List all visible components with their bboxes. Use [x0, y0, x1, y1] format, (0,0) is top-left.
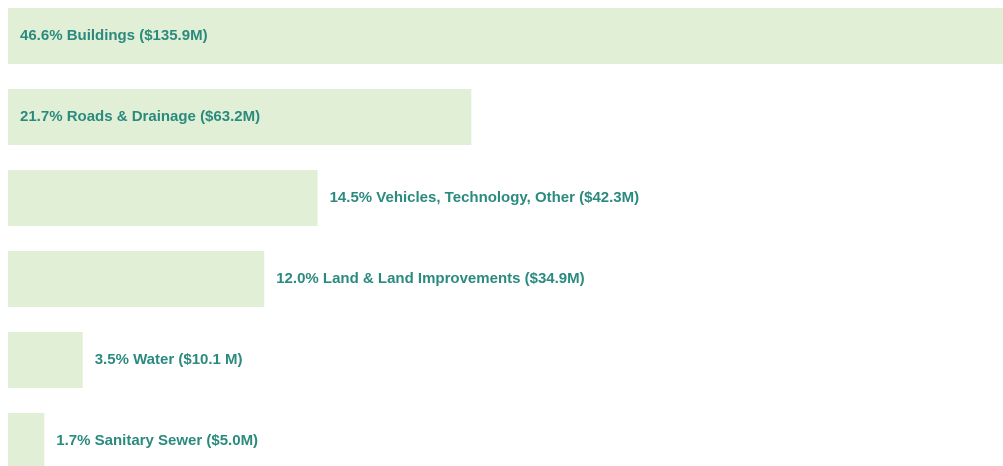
- bar: [8, 413, 45, 466]
- bar-label: 12.0% Land & Land Improvements ($34.9M): [276, 270, 584, 287]
- bar: [8, 170, 318, 226]
- bar-label: 14.5% Vehicles, Technology, Other ($42.3…: [330, 189, 640, 206]
- bar: [8, 251, 265, 307]
- bar: [8, 8, 1003, 64]
- bar: [8, 332, 83, 388]
- bar-label: 21.7% Roads & Drainage ($63.2M): [20, 108, 260, 125]
- bar-label: 1.7% Sanitary Sewer ($5.0M): [56, 432, 258, 449]
- bar-label: 3.5% Water ($10.1 M): [95, 351, 243, 368]
- bar-label: 46.6% Buildings ($135.9M): [20, 27, 208, 44]
- bar: [8, 89, 472, 145]
